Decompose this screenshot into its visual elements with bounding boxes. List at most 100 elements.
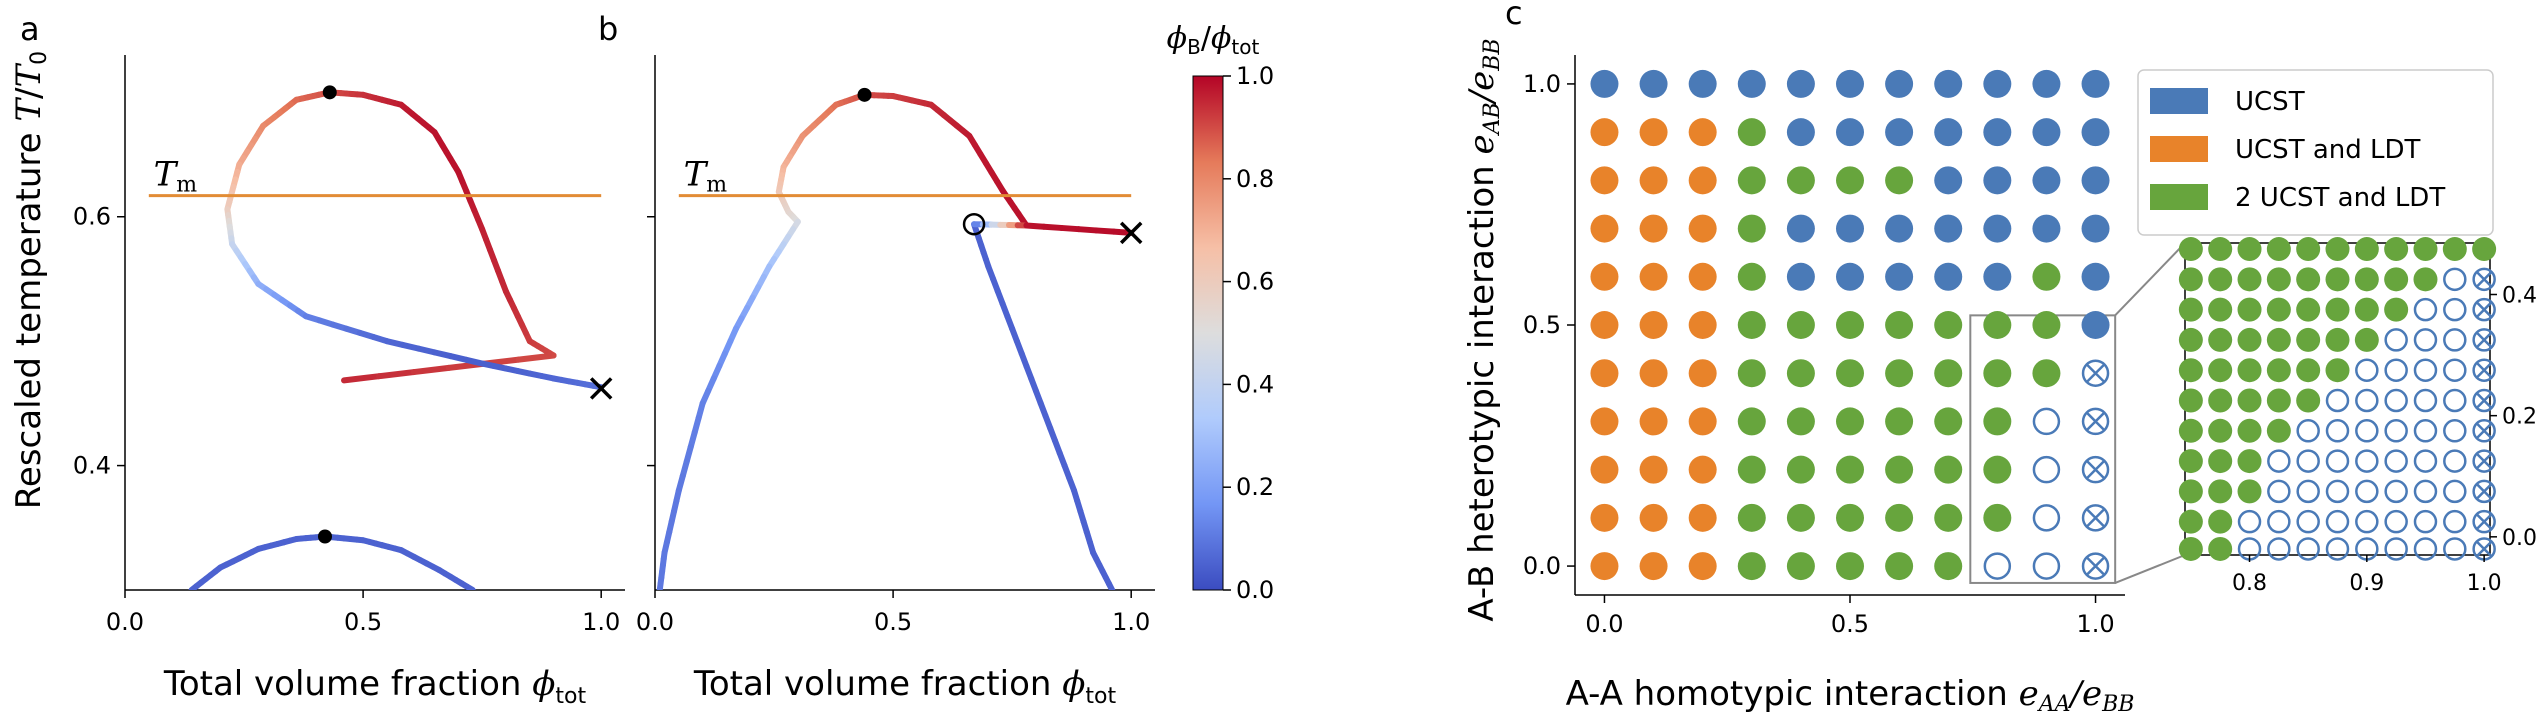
scatter-point-marker <box>1983 118 2011 146</box>
scatter-point-marker <box>1738 359 1766 387</box>
scatter-point-marker <box>1934 215 1962 243</box>
scatter-point-marker <box>1836 359 1864 387</box>
inset-point-marker <box>2296 298 2320 322</box>
inset-point-marker <box>2267 328 2291 352</box>
colorbar-tick-label: 1.0 <box>1236 62 1274 90</box>
inset-xtick-label: 1.0 <box>2467 571 2502 596</box>
inset-ytick-label: 0.2 <box>2502 405 2537 430</box>
inset-point-marker <box>2326 358 2350 382</box>
scatter-point-marker <box>1934 70 1962 98</box>
scatter-point-marker <box>1983 359 2011 387</box>
scatter-point-marker <box>1590 359 1618 387</box>
colorbar-title: ϕB/ϕtot <box>1167 21 1260 59</box>
scatter-point-marker <box>2032 118 2060 146</box>
scatter-point-marker <box>1787 504 1815 532</box>
scatter-point-marker <box>1787 407 1815 435</box>
scatter-point-marker <box>2032 311 2060 339</box>
inset-point-marker <box>2208 389 2232 413</box>
legend-label: 2 UCST and LDT <box>2235 183 2445 213</box>
inset-point-marker <box>2413 237 2437 261</box>
inset-point-marker <box>2267 419 2291 443</box>
scatter-point-marker <box>1885 504 1913 532</box>
scatter-point-marker <box>1934 504 1962 532</box>
scatter-point-marker <box>1983 504 2011 532</box>
legend-swatch <box>2150 136 2208 162</box>
scatter-point-marker <box>1836 263 1864 291</box>
scatter-point-marker <box>1640 311 1668 339</box>
zoom-connector-top <box>2115 243 2185 315</box>
scatter-point-marker <box>1983 70 2011 98</box>
inset-point-marker <box>2267 267 2291 291</box>
panel-b-critical-point <box>858 88 872 102</box>
scatter-point-open-marker <box>2034 409 2059 434</box>
inset-point-marker <box>2208 479 2232 503</box>
scatter-point-marker <box>1590 504 1618 532</box>
inset-point-marker <box>2238 389 2262 413</box>
scatter-point-marker <box>1934 166 1962 194</box>
inset-point-marker <box>2472 237 2496 261</box>
panel-a-ytick-label: 0.4 <box>73 452 111 480</box>
inset-point-marker <box>2208 298 2232 322</box>
inset-point-marker <box>2355 267 2379 291</box>
colorbar-tick-label: 0.6 <box>1236 268 1274 296</box>
scatter-point-marker <box>1787 311 1815 339</box>
inset-point-marker <box>2208 267 2232 291</box>
scatter-point-marker <box>2082 215 2110 243</box>
inset-point-marker <box>2179 510 2203 534</box>
panel-b-xtick-label: 1.0 <box>1112 608 1150 636</box>
inset-point-marker <box>2238 449 2262 473</box>
scatter-point-marker <box>1934 359 1962 387</box>
scatter-point-open-marker <box>2034 505 2059 530</box>
scatter-point-marker <box>1836 407 1864 435</box>
scatter-point-marker <box>1738 215 1766 243</box>
inset-point-marker <box>2355 298 2379 322</box>
scatter-point-marker <box>1640 215 1668 243</box>
scatter-point-marker <box>1885 166 1913 194</box>
scatter-point-marker <box>1590 407 1618 435</box>
inset-point-marker <box>2296 358 2320 382</box>
scatter-point-marker <box>1836 504 1864 532</box>
panel-c-xtick-label: 0.5 <box>1831 610 1869 638</box>
panel-label-b: b <box>598 10 618 48</box>
scatter-point-marker <box>1640 407 1668 435</box>
panel-a-xtick-label: 0.5 <box>344 608 382 636</box>
inset-point-marker <box>2208 237 2232 261</box>
scatter-point-marker <box>1640 166 1668 194</box>
inset-xtick-label: 0.8 <box>2232 571 2267 596</box>
scatter-point-marker <box>1689 166 1717 194</box>
inset-point-marker <box>2208 537 2232 561</box>
inset-point-marker <box>2238 419 2262 443</box>
scatter-point-marker <box>1640 118 1668 146</box>
scatter-point-marker <box>1836 552 1864 580</box>
panel-c-ylabel: A-B heterotypic interaction eAB/eBB <box>1462 38 1505 621</box>
scatter-point-marker <box>2032 359 2060 387</box>
scatter-point-marker <box>1590 118 1618 146</box>
scatter-point-marker <box>1738 263 1766 291</box>
legend-label: UCST <box>2235 87 2305 117</box>
scatter-point-open-marker <box>2034 457 2059 482</box>
panel-label-c: c <box>1505 0 1523 32</box>
inset-point-marker <box>2267 298 2291 322</box>
inset-point-marker <box>2179 237 2203 261</box>
inset-point-marker <box>2238 328 2262 352</box>
panel-c-xlabel: A-A homotypic interaction eAA/eBB <box>1566 674 2135 717</box>
scatter-point-marker <box>1689 118 1717 146</box>
scatter-point-marker <box>2082 263 2110 291</box>
scatter-point-marker <box>1934 407 1962 435</box>
panel-a-ylabel: Rescaled temperature T/T0 <box>9 51 52 509</box>
scatter-point-marker <box>1738 118 1766 146</box>
scatter-point-marker <box>1983 311 2011 339</box>
scatter-point-marker <box>1836 118 1864 146</box>
inset-point-marker <box>2355 328 2379 352</box>
scatter-point-marker <box>1738 552 1766 580</box>
inset-point-marker <box>2179 449 2203 473</box>
scatter-point-marker <box>1787 552 1815 580</box>
panel-label-a: a <box>20 10 40 48</box>
scatter-point-cross <box>2087 461 2104 478</box>
scatter-point-cross <box>2087 413 2104 430</box>
scatter-point-marker <box>1787 166 1815 194</box>
